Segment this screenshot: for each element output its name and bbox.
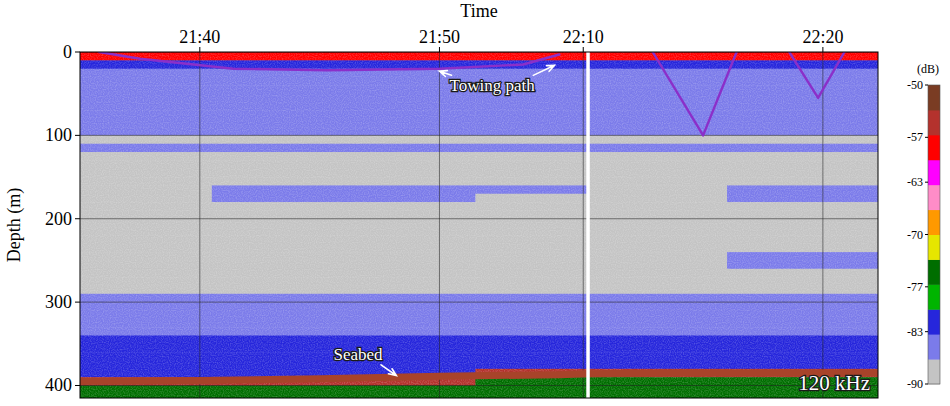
colorbar-label: (dB) (917, 62, 939, 76)
x-tick-label: 22:20 (802, 27, 843, 47)
colorbar-tick (925, 234, 928, 235)
y-tick (75, 385, 80, 386)
colorbar-band (928, 210, 940, 235)
x-tick-label: 22:10 (563, 27, 604, 47)
colorbar-band (928, 160, 940, 185)
x-tick-label: 21:50 (419, 27, 460, 47)
colorbar-band (928, 284, 940, 309)
colorbar-band (928, 110, 940, 135)
annotation-arrow (381, 365, 396, 376)
grid-line (199, 52, 200, 398)
y-tick-label: 400 (45, 375, 72, 395)
towing-path (99, 52, 844, 135)
plot-background (80, 52, 878, 398)
colorbar-tick (925, 182, 928, 183)
annotations: Towing path Seabed 120 kHz (333, 65, 870, 395)
annotation-arrow (533, 65, 554, 75)
x-tick (439, 47, 440, 52)
x-tick (822, 47, 823, 52)
x-tick (199, 47, 200, 52)
annotation: Towing path (450, 76, 536, 95)
colorbar-tick-label: -70 (907, 228, 923, 242)
record-break (586, 50, 590, 398)
colorbar-band (928, 85, 940, 110)
colorbar-band (928, 135, 940, 160)
y-tick (75, 135, 80, 136)
colorbar-frame (928, 85, 940, 384)
grid-line (583, 52, 584, 398)
y-tick-label: 300 (45, 292, 72, 312)
colorbar-band (928, 359, 940, 384)
y-axis-title: Depth (m) (4, 188, 25, 262)
annotation-arrow (439, 71, 451, 77)
seabed-line (80, 373, 878, 381)
echogram: 0 100 200 300 400 21:40 21:50 22:10 22:20 Time Dep… (0, 0, 950, 406)
colorbar-band (928, 259, 940, 284)
colorbar-tick (925, 137, 928, 138)
colorbar-band (928, 235, 940, 260)
x-tick (583, 47, 584, 52)
annotation: Seabed (333, 345, 383, 364)
colorbar-tick (925, 286, 928, 287)
colorbar-tick-label: -77 (907, 280, 923, 294)
y-tick-label: 100 (45, 125, 72, 145)
y-tick (75, 52, 80, 53)
colorbar-tick-label: -50 (907, 78, 923, 92)
colorbar-tick-label: -57 (907, 130, 923, 144)
colorbar-tick (925, 85, 928, 86)
frequency-label: 120 kHz (798, 371, 870, 395)
x-axis-title: Time (460, 1, 497, 21)
plot-area (80, 52, 878, 398)
speckle-texture (80, 52, 878, 398)
y-tick-label: 200 (45, 209, 72, 229)
colorbar-tick (925, 384, 928, 385)
colorbar-tick-label: -63 (907, 175, 923, 189)
y-tick (75, 302, 80, 303)
grid-line (439, 52, 440, 398)
colorbar-band (928, 185, 940, 210)
colorbar-tick-label: -90 (907, 377, 923, 391)
plot-frame (80, 52, 878, 398)
colorbar-band (928, 309, 940, 334)
x-tick-label: 21:40 (179, 27, 220, 47)
colorbar-tick (925, 331, 928, 332)
grid-line (822, 52, 823, 398)
colorbar-tick-label: -83 (907, 325, 923, 339)
y-tick-label: 0 (63, 42, 72, 62)
colorbar-band (928, 334, 940, 359)
y-tick (75, 218, 80, 219)
